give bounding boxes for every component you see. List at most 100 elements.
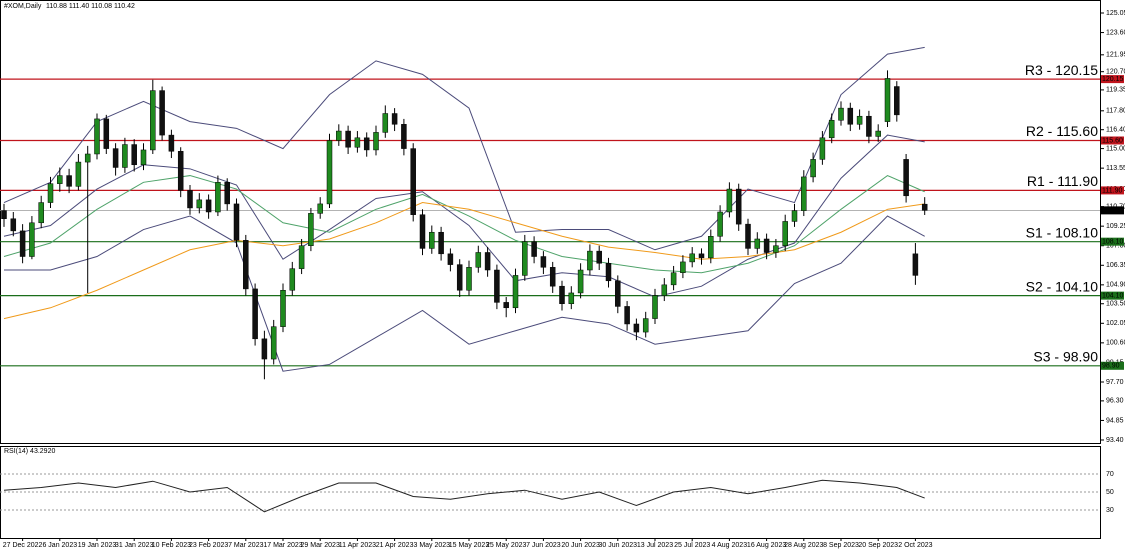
x-tick-label: 27 Dec 2022 [3,542,43,549]
candle-body [270,326,277,360]
candle-body [215,182,221,213]
x-tick-label: 13 Jul 2023 [637,542,673,549]
candle-body [522,241,528,276]
x-tick-label: 29 Mar 2023 [301,542,340,549]
candle-body [866,115,872,137]
candle-body [810,159,816,178]
rsi-tick-label: 50 [1106,489,1114,496]
candle-body [429,231,435,249]
candle-body [391,113,398,125]
x-tick-label: 7 Jun 2023 [526,542,561,549]
y-tick-label: 123.60 [1106,29,1125,36]
candle-body [484,252,491,271]
indicator-line [3,202,925,320]
price-tag [1101,237,1124,246]
x-tick-label: 11 Apr 2023 [339,542,376,549]
candle-body [735,188,742,225]
price-tag [1101,361,1124,370]
candle-body [29,222,35,257]
candle-body [289,268,296,291]
candle-body [596,250,602,264]
candle-body [159,90,165,136]
candle-body [401,124,407,149]
ohlc-label: 110.88 111.40 110.08 110.42 [46,3,135,10]
candle-body [847,107,854,125]
y-tick-label: 103.50 [1106,301,1125,308]
y-tick-label: 107.80 [1106,243,1125,250]
x-tick-label: 10 Feb 2023 [152,542,191,549]
rsi-label: RSI(14) 43.2920 [4,448,55,455]
x-tick-label: 7 Mar 2023 [228,542,264,549]
y-tick-label: 104.90 [1106,282,1125,289]
candle-body [456,264,463,291]
x-tick-label: 20 Jun 2023 [561,542,600,549]
candle-body [475,252,482,268]
rsi-tick-label: 30 [1106,507,1114,514]
candle-body [196,199,203,209]
candle-body [828,120,835,139]
candle-body [494,269,500,303]
chart-title: #XOM,Daily [4,3,42,10]
x-tick-label: 17 Mar 2023 [263,542,302,549]
candle-body [894,86,900,116]
candle-body [447,253,454,265]
price-tag [1101,291,1124,300]
candle-body [856,115,863,125]
price-tag-label: 115.60 [1102,137,1123,144]
candle-body [549,267,556,287]
candle-body [122,144,128,168]
y-tick-label: 97.70 [1106,379,1124,386]
candle-body [838,107,844,121]
level-label: S2 - 104.10 [1026,278,1099,294]
x-tick-label: 25 Jul 2023 [674,542,710,549]
candle-body [168,134,175,152]
candle-body [150,90,156,151]
candle-body [875,130,881,137]
candle-body [140,149,147,166]
candle-body [19,230,26,257]
level-label: S3 - 98.90 [1033,349,1098,365]
candle-body [354,137,361,148]
candle-body [187,190,193,209]
x-tick-label: 25 May 2023 [486,542,527,549]
candle-body [615,280,621,307]
candle-body [47,183,54,203]
candle-body [689,253,695,263]
x-tick-label: 30 Jun 2023 [599,542,638,549]
candle-body [921,203,928,211]
candle-body [94,118,100,155]
x-tick-label: 2 Oct 2023 [898,542,932,549]
main-plot: R3 - 120.15 R2 - 115.60 R1 - 111.90 S1 - 10… [0,46,1100,380]
candle-body [568,292,575,304]
candle-body [326,140,333,205]
candle-body [652,295,658,319]
candle-body [559,285,565,304]
candle-body [84,153,91,163]
y-tick-label: 96.30 [1106,398,1124,405]
indicator-line [4,215,925,372]
x-tick-label: 31 Jan 2023 [115,542,154,549]
price-tag-label: 111.90 [1102,187,1122,194]
candle-body [512,275,519,309]
y-tick-label: 100.60 [1106,340,1125,347]
candle-body [587,250,593,271]
candle-body [745,223,751,249]
y-tick-label: 93.40 [1106,437,1124,444]
candle-body [410,148,416,215]
indicator-line [3,134,925,298]
candle-body [112,148,119,168]
candle-body [438,231,444,255]
candle-body [726,188,733,213]
x-tick-label: 28 Aug 2023 [784,542,823,549]
candle-body [177,151,184,191]
candle-body [912,253,919,276]
price-tag-label: 108.10 [1102,239,1124,246]
candle-body [698,253,705,259]
indicator-line [3,46,925,251]
candle-body [624,306,630,325]
candle-body [280,289,286,327]
candle-body [680,261,686,273]
y-tick-label: 121.95 [1106,52,1125,59]
current-price-tag-label: 110.42 [1102,207,1123,214]
